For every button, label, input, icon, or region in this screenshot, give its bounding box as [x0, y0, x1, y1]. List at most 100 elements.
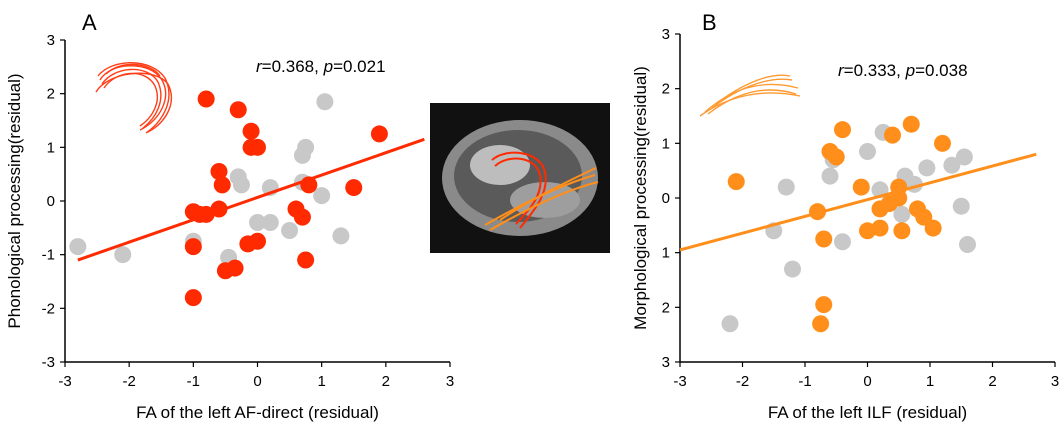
- scatter-point-highlight: [226, 259, 244, 277]
- scatter-point-highlight: [197, 90, 215, 108]
- r-value: =0.333,: [844, 61, 906, 80]
- y-tick-label: 0: [662, 190, 670, 207]
- y-tick-label: 2: [47, 86, 55, 103]
- scatter-point-highlight: [884, 126, 901, 144]
- scatter-point-gray: [859, 143, 876, 161]
- scatter-point-highlight: [293, 208, 311, 226]
- scatter-point-highlight: [815, 230, 833, 248]
- y-tick-label: 3: [47, 32, 55, 49]
- scatter-point-highlight: [727, 173, 745, 191]
- regression-line: [77, 137, 425, 262]
- y-tick-label: 1: [662, 135, 670, 152]
- y-tick-label: -1: [42, 247, 55, 264]
- scatter-point-gray: [249, 213, 266, 231]
- scatter-point-gray: [952, 197, 970, 215]
- scatter-point-gray: [959, 235, 976, 253]
- y-axis-label: Morphological processing(residual): [631, 66, 650, 330]
- scatter-point-gray: [821, 167, 839, 185]
- y-tick-label: 3: [662, 26, 670, 43]
- scatter-point-highlight: [812, 315, 830, 333]
- r-value: =0.368,: [262, 57, 324, 76]
- y-tick-label: 1: [47, 139, 55, 156]
- scatter-point-highlight: [210, 162, 228, 180]
- scatter-point-highlight: [827, 148, 845, 166]
- scatter-point-gray: [332, 227, 350, 245]
- scatter-point-gray: [918, 159, 936, 177]
- x-tick-label: 1: [317, 373, 325, 390]
- y-axis-label: Phonological processing(residual): [5, 73, 24, 328]
- scatter-point-highlight: [924, 219, 942, 237]
- x-tick-label: -1: [187, 373, 200, 390]
- ilf-tract-icon: [699, 74, 801, 117]
- scatter-point-highlight: [239, 235, 257, 253]
- scatter-point-gray: [232, 176, 250, 194]
- r-symbol: r: [838, 61, 845, 80]
- y-tick-label: 2: [662, 81, 670, 98]
- scatter-point-highlight: [345, 179, 363, 197]
- panel-label-a: A: [82, 10, 97, 35]
- x-tick-label: -2: [122, 373, 135, 390]
- p-symbol: p: [323, 57, 333, 76]
- x-tick-label: -2: [736, 373, 749, 390]
- scatter-point-highlight: [871, 219, 889, 237]
- y-tick-label: -2: [42, 300, 55, 317]
- x-tick-label: 3: [1051, 373, 1059, 390]
- scatter-point-highlight: [184, 289, 202, 307]
- brain-mri-image: [430, 103, 610, 253]
- scatter-point-highlight: [297, 251, 315, 269]
- scatter-point-gray: [281, 222, 299, 240]
- regression-line: [679, 152, 1037, 252]
- y-tick-label: 2: [662, 299, 670, 316]
- scatter-point-gray: [777, 178, 795, 196]
- r-symbol: r: [256, 57, 263, 76]
- x-axis-label: FA of the left AF-direct (residual): [136, 403, 379, 422]
- x-tick-label: 1: [926, 373, 934, 390]
- scatter-point-gray: [261, 213, 279, 231]
- scatter-point-highlight: [370, 125, 388, 143]
- scatter-point-gray: [721, 315, 739, 333]
- scatter-point-gray: [955, 148, 973, 166]
- scatter-point-highlight: [249, 138, 266, 156]
- x-tick-label: 2: [988, 373, 996, 390]
- p-value: =0.021: [333, 57, 385, 76]
- x-tick-label: -3: [673, 373, 686, 390]
- scatter-point-gray: [784, 260, 801, 278]
- scatter-point-highlight: [934, 134, 951, 152]
- scatter-point-highlight: [852, 178, 870, 196]
- x-tick-label: 3: [446, 373, 454, 390]
- y-tick-label: -3: [42, 354, 55, 371]
- x-tick-label: -3: [58, 373, 71, 390]
- scatter-point-highlight: [213, 176, 231, 194]
- x-axis-label: FA of the left ILF (residual): [768, 403, 967, 422]
- stat-annotation-a: r=0.368, p=0.021: [256, 57, 386, 76]
- scatter-point-gray: [893, 205, 911, 223]
- scatter-point-gray: [69, 238, 87, 256]
- scatter-point-gray: [943, 156, 961, 174]
- panel-label-b: B: [702, 10, 717, 35]
- panel-a: A r=0.368, p=0.021 3 2 1 0 -1 -2 -3-3 -2 -1 0 1 2 3 F…: [5, 10, 454, 422]
- axes-a: 3 2 1 0 -1 -2 -3-3 -2 -1 0 1 2 3 FA of the left AF-di…: [5, 32, 454, 422]
- x-tick-label: 2: [382, 373, 390, 390]
- x-tick-label: 0: [863, 373, 871, 390]
- af-tract-icon: [95, 62, 173, 134]
- p-value: =0.038: [915, 61, 967, 80]
- x-tick-label: 0: [253, 373, 261, 390]
- scatter-point-highlight: [902, 115, 920, 133]
- scatter-point-gray: [313, 187, 331, 205]
- p-symbol: p: [905, 61, 915, 80]
- y-tick-label: 1: [662, 245, 670, 262]
- scatter-point-highlight: [229, 101, 247, 119]
- scatter-point-highlight: [834, 121, 851, 139]
- scatter-point-highlight: [880, 194, 898, 212]
- scatter-point-highlight: [242, 122, 260, 140]
- scatter-point-gray: [316, 93, 334, 111]
- scatter-point-gray: [293, 146, 311, 164]
- y-tick-label: 0: [47, 193, 55, 210]
- scatter-point-highlight: [184, 238, 202, 256]
- y-tick-label: 3: [662, 354, 670, 371]
- scatter-point-gray: [834, 233, 851, 251]
- scatter-point-gray: [114, 246, 132, 264]
